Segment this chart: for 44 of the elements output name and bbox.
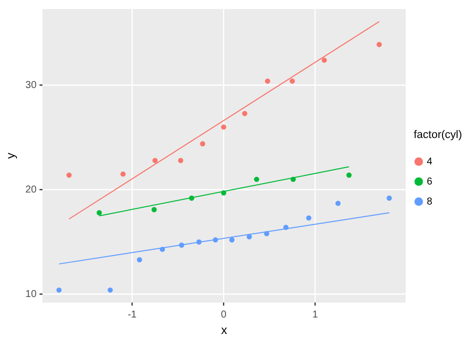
point	[264, 78, 270, 84]
point	[178, 242, 184, 248]
point	[108, 287, 113, 293]
point	[196, 239, 202, 245]
x-axis-title: x	[221, 323, 228, 338]
point	[335, 200, 341, 206]
point	[212, 237, 218, 243]
point	[290, 78, 295, 84]
point	[322, 58, 327, 63]
point	[152, 158, 158, 164]
y-tick-label: 30	[25, 80, 37, 92]
legend-label: 6	[426, 176, 433, 188]
point	[254, 176, 260, 182]
point	[120, 171, 126, 177]
point	[178, 158, 184, 164]
y-axis-title: y	[4, 152, 18, 159]
legend-label: 4	[426, 156, 433, 168]
legend-title: factor(cyl)	[414, 128, 462, 141]
point	[376, 42, 382, 48]
x-tick-label: 1	[312, 309, 318, 320]
point	[346, 172, 352, 178]
legend-label: 8	[426, 196, 433, 208]
point	[96, 210, 102, 216]
y-tick-label: 10	[25, 288, 37, 300]
point	[221, 190, 226, 196]
point	[290, 176, 296, 182]
point	[242, 110, 248, 116]
point	[246, 234, 252, 240]
point	[160, 246, 165, 252]
x-tick-label: 0	[220, 309, 227, 320]
point	[283, 224, 288, 230]
point	[189, 196, 194, 201]
y-tick-label: 20	[25, 184, 37, 196]
point	[66, 172, 72, 178]
point	[229, 237, 234, 243]
point	[264, 231, 270, 236]
point	[200, 141, 206, 146]
point	[386, 196, 392, 201]
point	[56, 287, 62, 293]
point	[306, 215, 312, 221]
point	[221, 124, 226, 130]
point	[136, 257, 142, 262]
x-tick-label: -1	[128, 309, 138, 320]
point	[152, 207, 157, 212]
